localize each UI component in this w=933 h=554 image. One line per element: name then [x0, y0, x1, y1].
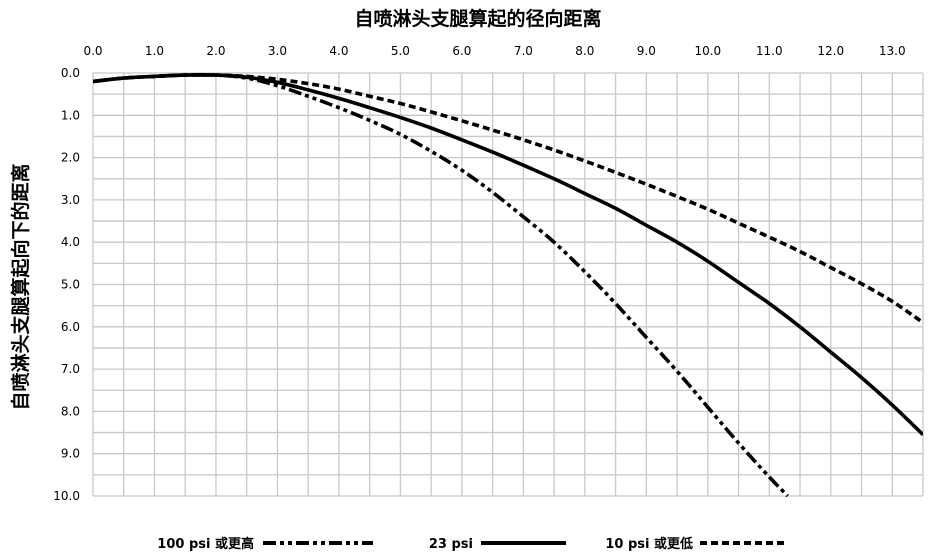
x-tick-label: 3.0 [268, 44, 287, 58]
y-tick-label: 7.0 [61, 362, 80, 376]
x-tick-label: 0.0 [83, 44, 102, 58]
series-line-1 [93, 73, 790, 498]
x-tick-label: 5.0 [391, 44, 410, 58]
x-tick-label: 2.0 [206, 44, 225, 58]
y-tick-label: 2.0 [61, 151, 80, 165]
series-line-3 [93, 73, 923, 325]
x-tick-label: 13.0 [879, 44, 906, 58]
y-tick-labels: 0.0 1.0 2.0 3.0 4.0 5.0 6.0 7.0 8.0 9.0 10.0 [53, 66, 80, 503]
x-tick-label: 6.0 [452, 44, 471, 58]
x-tick-label: 9.0 [637, 44, 656, 58]
y-tick-label: 4.0 [61, 235, 80, 249]
series-lines [93, 73, 923, 498]
x-tick-labels: 0.0 1.0 2.0 3.0 4.0 5.0 6.0 7.0 8.0 9.0 10.0 11.0 12… [83, 44, 905, 58]
gridlines [92, 72, 924, 497]
x-tick-label: 10.0 [694, 44, 721, 58]
legend-label: 23 psi [429, 537, 473, 552]
legend: 100 psi 或更高 23 psi 10 psi 或更低 [157, 536, 785, 552]
y-tick-label: 0.0 [61, 66, 80, 80]
x-tick-label: 11.0 [756, 44, 783, 58]
y-tick-label: 1.0 [61, 108, 80, 122]
x-tick-label: 12.0 [817, 44, 844, 58]
x-tick-label: 1.0 [145, 44, 164, 58]
x-tick-label: 7.0 [514, 44, 533, 58]
y-tick-label: 8.0 [61, 404, 80, 418]
y-tick-label: 10.0 [53, 489, 80, 503]
legend-label: 100 psi 或更高 [157, 536, 254, 552]
y-tick-label: 3.0 [61, 193, 80, 207]
y-tick-label: 6.0 [61, 320, 80, 334]
x-tick-label: 8.0 [575, 44, 594, 58]
y-tick-label: 9.0 [61, 447, 80, 461]
x-axis-title: 自喷淋头支腿算起的径向距离 [354, 7, 601, 30]
legend-label: 10 psi 或更低 [605, 536, 693, 552]
x-tick-label: 4.0 [329, 44, 348, 58]
y-axis-title: 自喷淋头支腿算起向下的距离 [9, 163, 32, 410]
series-line-2 [93, 73, 923, 436]
y-tick-label: 5.0 [61, 278, 80, 292]
